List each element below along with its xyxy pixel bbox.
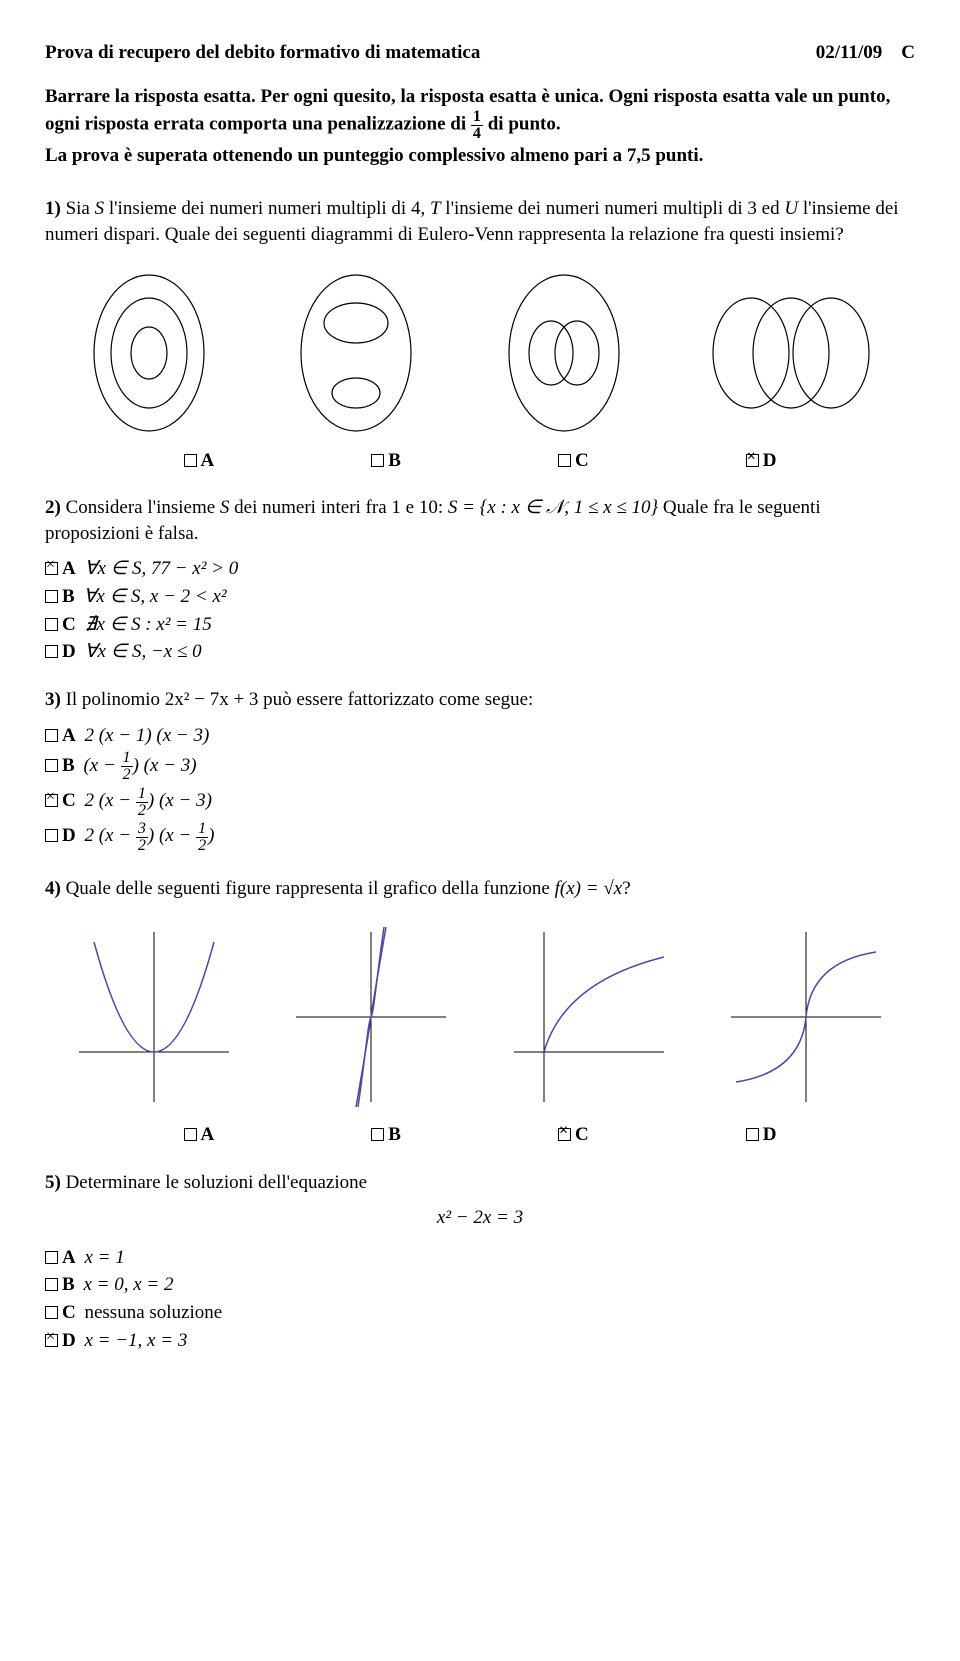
venn-c bbox=[489, 268, 639, 438]
q4-option-b[interactable]: B bbox=[371, 1122, 401, 1148]
graph-a bbox=[69, 922, 239, 1112]
question-3: 3) Il polinomio 2x² − 7x + 3 può essere … bbox=[45, 687, 915, 713]
q5-equation: x² − 2x = 3 bbox=[45, 1205, 915, 1231]
question-4: 4) Quale delle seguenti figure rappresen… bbox=[45, 876, 915, 902]
graph-d bbox=[721, 922, 891, 1112]
q3-option-a[interactable]: A 2 (x − 1) (x − 3) bbox=[45, 723, 915, 749]
graph-row bbox=[45, 922, 915, 1112]
q1-option-c[interactable]: C bbox=[558, 448, 589, 474]
question-2: 2) Considera l'insieme S dei numeri inte… bbox=[45, 495, 915, 546]
instructions: Barrare la risposta esatta. Per ogni que… bbox=[45, 84, 915, 169]
venn-b bbox=[281, 268, 431, 438]
q3-option-d[interactable]: D 2 (x − 32) (x − 12) bbox=[45, 821, 915, 854]
q4-options: A B C D bbox=[105, 1122, 855, 1148]
q3-option-c[interactable]: C 2 (x − 12) (x − 3) bbox=[45, 786, 915, 819]
q1-option-b[interactable]: B bbox=[371, 448, 401, 474]
q5-option-c[interactable]: C nessuna soluzione bbox=[45, 1300, 915, 1326]
q5-option-b[interactable]: B x = 0, x = 2 bbox=[45, 1272, 915, 1298]
q4-option-d[interactable]: D bbox=[746, 1122, 777, 1148]
question-5: 5) Determinare le soluzioni dell'equazio… bbox=[45, 1170, 915, 1196]
q1-options: A B C D bbox=[105, 448, 855, 474]
q2-option-d[interactable]: D ∀x ∈ S, −x ≤ 0 bbox=[45, 639, 915, 665]
exam-title: Prova di recupero del debito formativo d… bbox=[45, 40, 480, 66]
venn-d bbox=[696, 268, 886, 438]
q4-option-c[interactable]: C bbox=[558, 1122, 589, 1148]
graph-b bbox=[286, 922, 456, 1112]
q3-option-b[interactable]: B (x − 12) (x − 3) bbox=[45, 750, 915, 783]
exam-date-version: 02/11/09 C bbox=[816, 40, 915, 66]
q5-option-a[interactable]: A x = 1 bbox=[45, 1245, 915, 1271]
q2-option-a[interactable]: A ∀x ∈ S, 77 − x² > 0 bbox=[45, 556, 915, 582]
question-1: 1) Sia S l'insieme dei numeri numeri mul… bbox=[45, 196, 915, 247]
q2-option-b[interactable]: B ∀x ∈ S, x − 2 < x² bbox=[45, 584, 915, 610]
q5-option-d[interactable]: D x = −1, x = 3 bbox=[45, 1328, 915, 1354]
q2-option-c[interactable]: C ∄x ∈ S : x² = 15 bbox=[45, 612, 915, 638]
q1-option-d[interactable]: D bbox=[746, 448, 777, 474]
header: Prova di recupero del debito formativo d… bbox=[45, 40, 915, 66]
q4-option-a[interactable]: A bbox=[184, 1122, 215, 1148]
q1-option-a[interactable]: A bbox=[184, 448, 215, 474]
graph-c bbox=[504, 922, 674, 1112]
fraction-one-quarter: 14 bbox=[471, 109, 483, 142]
venn-a bbox=[74, 268, 224, 438]
venn-diagram-row bbox=[45, 268, 915, 438]
